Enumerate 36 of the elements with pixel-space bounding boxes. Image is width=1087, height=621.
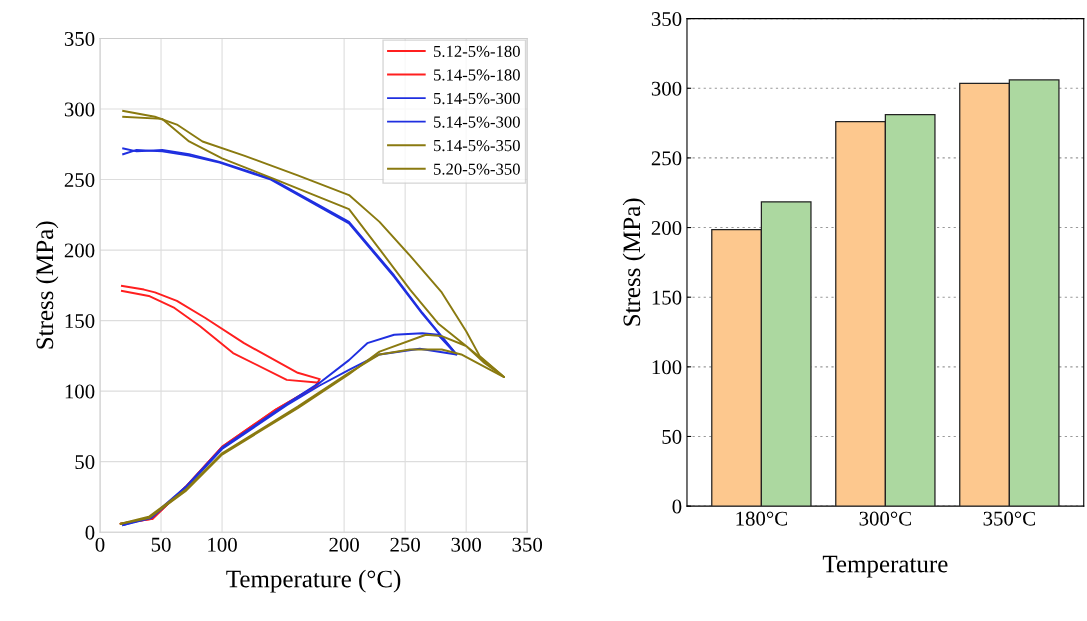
y-tick-label: 150 bbox=[65, 313, 95, 329]
legend-label: 5.14-5%-300 bbox=[434, 92, 520, 105]
y-tick-label: 350 bbox=[64, 31, 95, 46]
x-tick-label: 100 bbox=[208, 537, 237, 552]
y-tick-label: 50 bbox=[75, 455, 95, 470]
y-tick-label: 50 bbox=[662, 429, 682, 444]
y-tick-label: 200 bbox=[651, 220, 682, 235]
x-tick-label: 0 bbox=[95, 537, 105, 552]
y-tick-label: 250 bbox=[651, 151, 682, 166]
x-axis-title: Temperature (°C) bbox=[226, 569, 401, 593]
legend-label: 5.20-5%-350 bbox=[434, 163, 520, 175]
x-tick-label: 300 bbox=[451, 537, 481, 552]
y-tick-label: 0 bbox=[85, 525, 95, 540]
y-axis-title: Stress (MPa) bbox=[35, 221, 59, 349]
y-tick-label: 250 bbox=[64, 172, 95, 187]
legend-label: 5.12-5%-180 bbox=[434, 45, 520, 58]
y-axis-title: Stress (MPa) bbox=[622, 198, 646, 326]
x-tick-label: 300°C bbox=[859, 511, 911, 526]
x-axis-title: Temperature bbox=[822, 555, 948, 578]
y-tick-label: 0 bbox=[672, 499, 682, 514]
y-tick-label: 100 bbox=[652, 360, 682, 375]
x-tick-label: 350 bbox=[512, 537, 543, 552]
y-tick-label: 350 bbox=[651, 12, 682, 27]
y-tick-label: 300 bbox=[64, 102, 95, 117]
x-tick-label: 350°C bbox=[983, 511, 1035, 526]
legend-label: 5.14-5%-350 bbox=[434, 139, 520, 152]
x-tick-label: 250 bbox=[390, 537, 420, 552]
x-tick-label: 180°C bbox=[736, 511, 787, 526]
y-tick-label: 300 bbox=[651, 81, 682, 96]
y-tick-label: 100 bbox=[65, 384, 95, 399]
y-tick-label: 150 bbox=[652, 290, 682, 305]
legend-label: 5.14-5%-180 bbox=[434, 69, 520, 81]
x-tick-label: 200 bbox=[329, 537, 359, 552]
y-tick-label: 200 bbox=[64, 243, 95, 258]
x-tick-label: 50 bbox=[151, 537, 171, 552]
legend-label: 5.14-5%-300 bbox=[434, 116, 520, 128]
